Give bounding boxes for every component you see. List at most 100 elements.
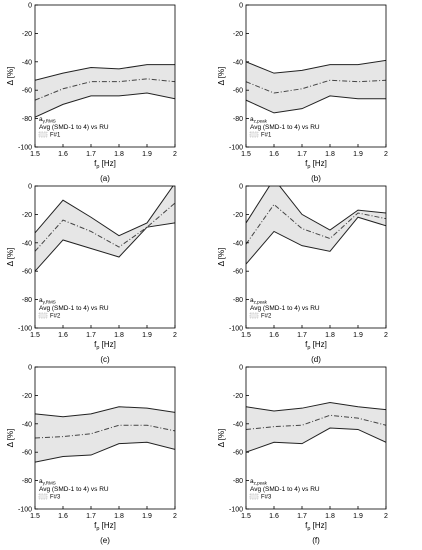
x-tick-label: 2 bbox=[173, 151, 177, 158]
x-axis-label-main: f bbox=[94, 521, 97, 530]
x-tick-label: 1.5 bbox=[30, 151, 40, 158]
legend-title-main: a bbox=[250, 297, 254, 304]
legend-title: az,peak bbox=[250, 116, 268, 124]
x-tick-label: 1.5 bbox=[30, 332, 40, 339]
x-tick-label: 1.6 bbox=[269, 151, 279, 158]
x-axis-label-unit: [Hz] bbox=[310, 521, 326, 530]
legend-title-main: a bbox=[39, 478, 43, 485]
y-tick-label: 0 bbox=[28, 365, 32, 372]
legend-series-label: Avg (SMD-1 to 4) vs RU bbox=[39, 305, 109, 312]
y-tick-label: -80 bbox=[22, 478, 32, 485]
panel-caption: (e) bbox=[100, 536, 110, 545]
x-tick-label: 2 bbox=[173, 513, 177, 520]
plot-frame bbox=[245, 185, 387, 329]
x-tick-label: 1.6 bbox=[269, 332, 279, 339]
legend-f-label: F#2 bbox=[50, 314, 61, 320]
y-tick-label: -20 bbox=[233, 212, 243, 219]
legend-series-label: Avg (SMD-1 to 4) vs RU bbox=[39, 486, 109, 493]
x-axis-label-unit: [Hz] bbox=[99, 340, 115, 349]
x-axis-label: fp [Hz] bbox=[305, 521, 327, 532]
x-axis-label-main: f bbox=[94, 159, 97, 168]
x-axis-label: fp [Hz] bbox=[94, 340, 116, 351]
mean-line bbox=[35, 424, 175, 439]
panel-caption: (c) bbox=[100, 355, 110, 364]
legend-swatch bbox=[249, 312, 259, 319]
x-tick-label: 1.9 bbox=[353, 513, 363, 520]
x-axis-label-sub: p bbox=[96, 345, 99, 351]
x-axis-label-main: f bbox=[305, 159, 308, 168]
y-tick-label: -100 bbox=[18, 507, 32, 514]
x-axis-label-sub: p bbox=[96, 526, 99, 532]
legend-f-label: F#3 bbox=[261, 495, 272, 501]
y-axis-label: Δ [%] bbox=[6, 429, 15, 448]
x-tick-label: 1.8 bbox=[114, 332, 124, 339]
legend-swatch bbox=[249, 131, 259, 138]
x-tick-label: 2 bbox=[384, 332, 388, 339]
x-tick-label: 1.7 bbox=[86, 151, 96, 158]
mean-line bbox=[246, 414, 386, 430]
upper-bound-line bbox=[246, 401, 386, 412]
y-tick-label: -60 bbox=[22, 88, 32, 95]
panel-caption: (d) bbox=[311, 355, 321, 364]
x-axis-label-unit: [Hz] bbox=[99, 159, 115, 168]
y-tick-label: 0 bbox=[28, 184, 32, 191]
panel-caption: (a) bbox=[100, 174, 110, 183]
legend-title-sub: y,RMS bbox=[43, 481, 56, 486]
legend-swatch bbox=[38, 493, 48, 500]
y-axis-label: Δ [%] bbox=[6, 248, 15, 267]
upper-bound-line bbox=[246, 59, 386, 74]
x-axis-label: fp [Hz] bbox=[94, 159, 116, 170]
x-axis-label-sub: p bbox=[307, 164, 310, 170]
legend-f-label: F#1 bbox=[261, 133, 272, 139]
mean-line bbox=[35, 202, 175, 252]
x-tick-label: 1.8 bbox=[325, 332, 335, 339]
y-tick-label: 0 bbox=[239, 3, 243, 10]
y-tick-label: 0 bbox=[239, 184, 243, 191]
x-tick-label: 1.7 bbox=[297, 513, 307, 520]
y-tick-label: 0 bbox=[28, 3, 32, 10]
y-tick-label: -40 bbox=[22, 240, 32, 247]
mean-line bbox=[246, 79, 386, 94]
y-axis-label: Δ [%] bbox=[217, 248, 226, 267]
x-tick-label: 1.8 bbox=[114, 151, 124, 158]
y-tick-label: -20 bbox=[22, 212, 32, 219]
y-tick-label: -80 bbox=[233, 116, 243, 123]
x-axis-label-sub: p bbox=[96, 164, 99, 170]
x-axis-label-sub: p bbox=[307, 526, 310, 532]
y-tick-label: -80 bbox=[233, 478, 243, 485]
legend-swatch bbox=[249, 493, 259, 500]
legend-title-sub: z,peak bbox=[254, 481, 268, 486]
upper-bound-line bbox=[35, 186, 174, 237]
x-tick-label: 1.8 bbox=[325, 151, 335, 158]
mean-line bbox=[246, 203, 386, 245]
x-tick-label: 1.6 bbox=[58, 151, 68, 158]
x-axis-label-main: f bbox=[94, 340, 97, 349]
y-tick-label: -20 bbox=[22, 393, 32, 400]
legend-series-label: Avg (SMD-1 to 4) vs RU bbox=[250, 305, 320, 312]
range-band bbox=[246, 186, 386, 265]
panel-caption: (f) bbox=[312, 536, 320, 545]
y-tick-label: -60 bbox=[22, 450, 32, 457]
y-tick-label: -80 bbox=[233, 297, 243, 304]
x-tick-label: 1.5 bbox=[241, 151, 251, 158]
y-axis-label: Δ [%] bbox=[217, 429, 226, 448]
lower-bound-line bbox=[246, 216, 386, 265]
range-band bbox=[246, 60, 386, 113]
y-tick-label: -40 bbox=[233, 240, 243, 247]
x-tick-label: 2 bbox=[384, 513, 388, 520]
y-tick-label: -60 bbox=[233, 269, 243, 276]
y-tick-label: -100 bbox=[18, 326, 32, 333]
y-tick-label: -40 bbox=[22, 59, 32, 66]
x-tick-label: 1.9 bbox=[142, 151, 152, 158]
y-axis-label: Δ [%] bbox=[6, 67, 15, 86]
range-band bbox=[35, 64, 175, 118]
y-tick-label: -60 bbox=[22, 269, 32, 276]
legend-title-main: a bbox=[250, 478, 254, 485]
lower-bound-line bbox=[35, 222, 175, 272]
